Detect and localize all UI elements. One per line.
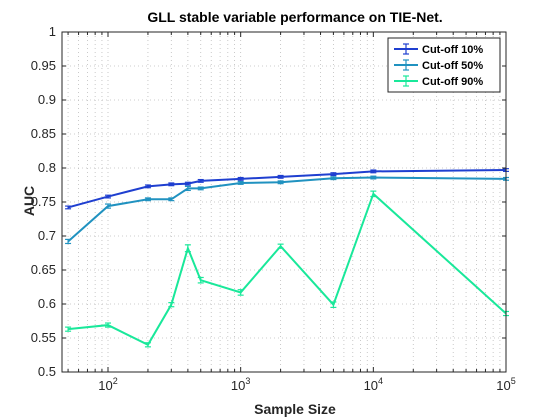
data-point (144, 184, 151, 189)
data-point (330, 176, 337, 181)
series-1 (65, 168, 509, 210)
y-tick-label: 1 (49, 24, 56, 39)
data-point (105, 322, 112, 328)
series-3 (65, 190, 509, 348)
x-axis-label: Sample Size (254, 401, 336, 417)
data-point (277, 243, 284, 249)
legend-item: Cut-off 50% (394, 59, 483, 72)
y-tick-label: 0.9 (38, 92, 56, 107)
data-point (184, 185, 191, 192)
series-layer (65, 168, 509, 348)
legend: Cut-off 10% Cut-off 50% Cut-off 90% (387, 37, 501, 93)
data-point (197, 276, 204, 284)
legend-label: Cut-off 10% (422, 44, 483, 56)
x-tick-label: 104 (364, 376, 383, 393)
legend-label: Cut-off 50% (422, 60, 483, 72)
data-point (168, 197, 175, 202)
y-tick-label: 0.5 (38, 364, 56, 379)
series-line (67, 176, 507, 243)
data-point (237, 289, 244, 296)
y-tick-label: 0.75 (31, 194, 56, 209)
y-axis-ticks: 0.5 0.55 0.6 0.65 0.7 0.75 0.8 0.85 0.9 0.95 1 (31, 24, 506, 379)
x-tick-label: 103 (231, 376, 250, 393)
data-point (370, 190, 377, 198)
data-point (197, 178, 204, 183)
data-point (330, 172, 337, 177)
x-tick-label: 105 (496, 376, 515, 393)
y-tick-label: 0.65 (31, 262, 56, 277)
series-line (67, 192, 507, 347)
chart-title: GLL stable variable performance on TIE-N… (147, 9, 442, 25)
data-point (237, 176, 244, 181)
y-tick-label: 0.95 (31, 58, 56, 73)
legend-item: Cut-off 90% (394, 75, 483, 88)
data-point (277, 174, 284, 179)
data-point (144, 197, 151, 202)
data-point (105, 194, 112, 199)
y-tick-label: 0.7 (38, 228, 56, 243)
data-point (65, 205, 72, 210)
data-point (370, 169, 377, 174)
y-tick-label: 0.8 (38, 160, 56, 175)
data-point (370, 175, 377, 180)
data-point (65, 326, 72, 332)
data-point (277, 180, 284, 185)
data-point (184, 181, 191, 186)
x-tick-label: 102 (98, 376, 117, 393)
x-axis-ticks: 102 103 104 105 (67, 32, 516, 393)
data-point (197, 186, 204, 191)
y-axis-label: AUC (21, 186, 37, 216)
y-tick-label: 0.55 (31, 330, 56, 345)
data-point (184, 244, 191, 253)
data-point (330, 301, 337, 308)
data-point (105, 203, 112, 209)
y-tick-label: 0.6 (38, 296, 56, 311)
legend-item: Cut-off 10% (394, 43, 483, 56)
data-point (144, 342, 151, 348)
legend-label: Cut-off 90% (422, 76, 483, 88)
data-point (168, 182, 175, 187)
data-point (237, 181, 244, 185)
data-point (65, 238, 72, 245)
y-tick-label: 0.85 (31, 126, 56, 141)
series-2 (65, 175, 509, 245)
data-point (168, 302, 175, 308)
